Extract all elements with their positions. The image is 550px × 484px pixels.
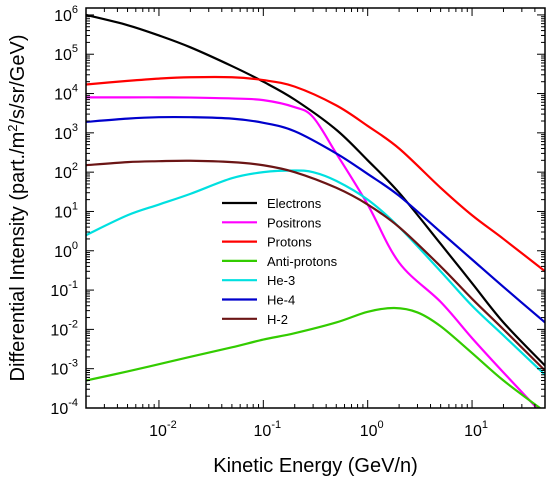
x-tick-label: 10-1: [254, 419, 282, 440]
series-line-anti-protons: [86, 306, 542, 408]
y-tick-label: 106: [54, 4, 78, 25]
series-line-positrons: [86, 96, 539, 408]
x-tick-label: 100: [360, 419, 384, 440]
plot-curves: [86, 13, 545, 408]
y-tick-label: 10-3: [50, 358, 78, 379]
series-line-protons: [86, 75, 545, 273]
y-tick-label: 105: [54, 43, 78, 64]
y-tick-label: 102: [54, 161, 78, 182]
x-tick-label: 101: [464, 419, 488, 440]
y-tick-label: 101: [54, 200, 78, 221]
y-tick-label: 10-4: [50, 397, 78, 418]
legend-label-h-2: H-2: [267, 312, 288, 327]
axis-ticks: [85, 8, 546, 409]
x-axis-title: Kinetic Energy (GeV/n): [213, 455, 418, 477]
x-tick-labels: 10-2 10-1 100 101: [149, 419, 488, 440]
legend-label-he-4: He-4: [267, 293, 295, 308]
y-tick-label: 104: [54, 83, 78, 104]
y-tick-label: 103: [54, 122, 78, 143]
series-line-h-2: [86, 159, 545, 372]
legend-label-anti-protons: Anti-protons: [267, 254, 338, 269]
y-tick-label: 100: [54, 240, 78, 261]
y-axis-title: Differential Intensity (part./m2/s/sr/Ge…: [5, 35, 29, 382]
legend-label-electrons: Electrons: [267, 196, 322, 211]
series-line-he-3: [86, 169, 545, 376]
plot-frame: [85, 7, 546, 409]
series-line-he-4: [86, 115, 545, 324]
legend: Electrons Positrons Protons Anti-protons He-…: [222, 196, 338, 327]
x-tick-label: 10-2: [149, 419, 177, 440]
y-tick-label: 10-1: [50, 279, 78, 300]
y-tick-label: 10-2: [50, 318, 78, 339]
legend-label-protons: Protons: [267, 235, 312, 250]
legend-label-he-3: He-3: [267, 273, 295, 288]
legend-label-positrons: Positrons: [267, 215, 322, 230]
series-line-electrons: [86, 13, 545, 367]
y-tick-labels: 106 105 104 103 102 101 100 10-1 10-2 10-3 10-4: [50, 4, 78, 418]
